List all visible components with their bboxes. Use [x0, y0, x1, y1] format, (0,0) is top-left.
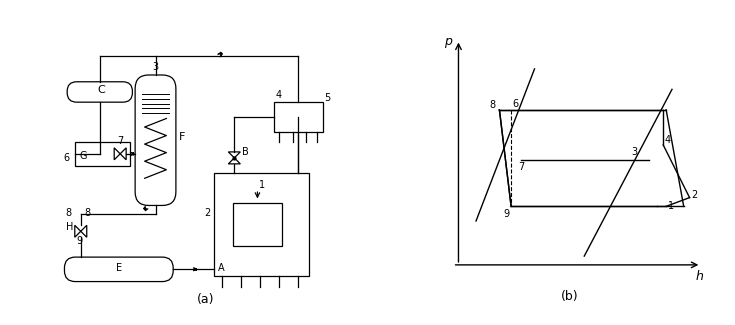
Text: B: B — [243, 147, 249, 157]
FancyBboxPatch shape — [65, 257, 173, 281]
Text: 9: 9 — [503, 209, 509, 219]
Text: G: G — [79, 151, 87, 161]
Text: E: E — [116, 263, 122, 273]
Text: 2: 2 — [691, 189, 698, 200]
Bar — [214, 173, 309, 276]
Text: (a): (a) — [197, 293, 215, 306]
Text: 8: 8 — [66, 208, 72, 218]
Text: H: H — [66, 222, 74, 232]
Text: 8: 8 — [85, 208, 91, 218]
Text: p: p — [444, 35, 452, 48]
Bar — [273, 102, 323, 132]
Text: 6: 6 — [512, 99, 519, 109]
Bar — [75, 142, 129, 166]
Text: 9: 9 — [76, 236, 83, 245]
Text: 4: 4 — [275, 90, 282, 100]
Text: h: h — [695, 269, 703, 282]
Text: 3: 3 — [631, 147, 637, 157]
Text: C: C — [97, 85, 105, 95]
Text: 5: 5 — [324, 93, 330, 103]
Text: A: A — [218, 263, 225, 273]
Text: 3: 3 — [153, 61, 159, 72]
FancyBboxPatch shape — [135, 75, 176, 205]
Text: 1: 1 — [667, 201, 674, 211]
Text: 7: 7 — [118, 136, 123, 146]
Text: 8: 8 — [490, 100, 495, 110]
Text: 7: 7 — [518, 162, 525, 172]
Text: 1: 1 — [259, 180, 265, 190]
Text: 2: 2 — [204, 208, 211, 218]
Bar — [233, 203, 282, 246]
Text: F: F — [179, 132, 185, 142]
Text: 4: 4 — [664, 136, 671, 146]
Text: (b): (b) — [561, 290, 578, 303]
FancyBboxPatch shape — [67, 82, 132, 102]
Text: 6: 6 — [63, 153, 69, 162]
